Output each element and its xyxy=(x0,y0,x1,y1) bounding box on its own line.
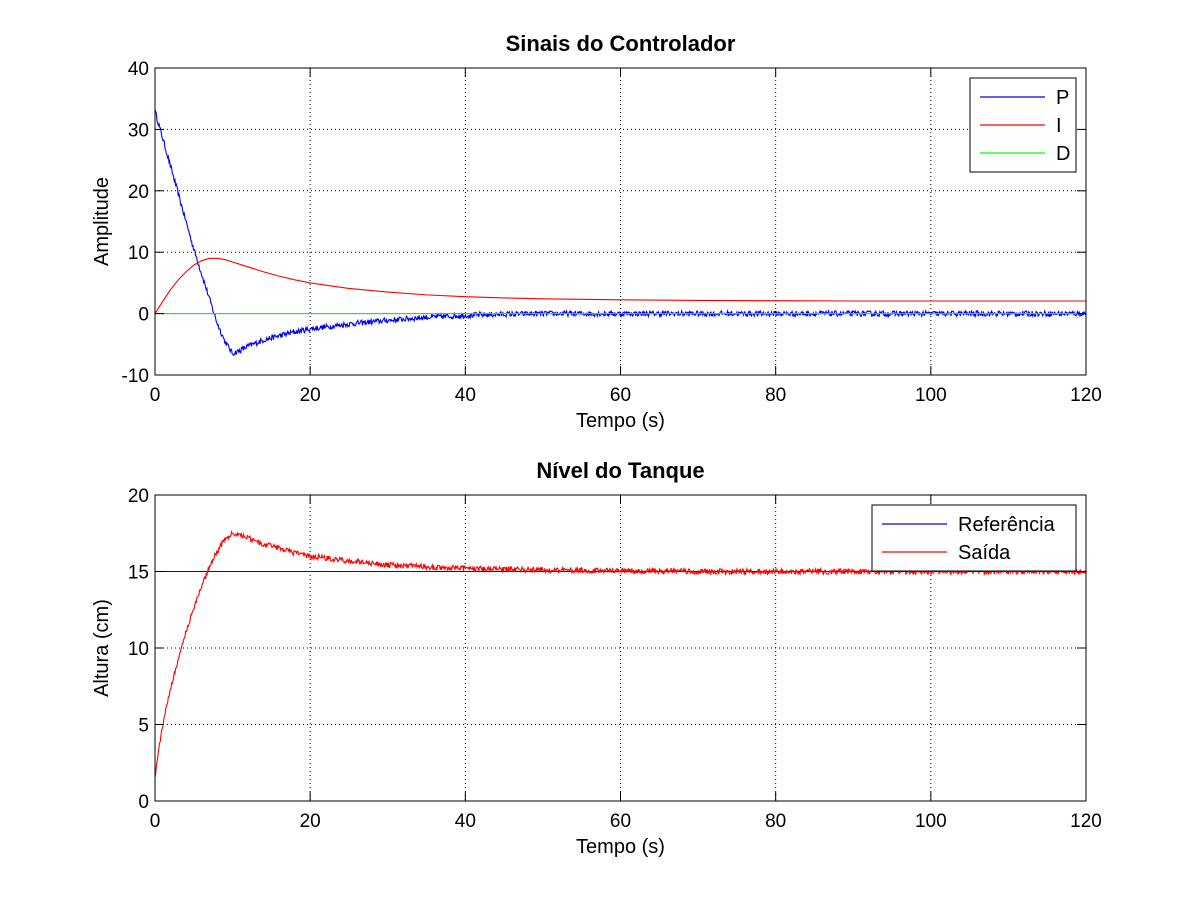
plot-area xyxy=(155,68,1086,375)
x-tick-label: 20 xyxy=(300,811,321,832)
x-tick-label: 0 xyxy=(150,385,161,406)
y-axis-label: Amplitude xyxy=(91,177,113,266)
x-tick-label: 80 xyxy=(765,811,786,832)
x-tick-label: 40 xyxy=(455,811,476,832)
x-tick-label: 120 xyxy=(1070,811,1102,832)
chart-title: Sinais do Controlador xyxy=(506,31,736,56)
y-tick-label: 5 xyxy=(138,716,149,737)
y-tick-label: 10 xyxy=(128,243,149,264)
y-tick-label: 40 xyxy=(128,59,149,80)
y-tick-label: 0 xyxy=(138,305,149,326)
y-tick-label: 10 xyxy=(128,639,149,660)
legend-box xyxy=(871,504,1077,572)
x-tick-label: 100 xyxy=(915,811,947,832)
chart-title: Nível do Tanque xyxy=(536,458,704,483)
x-tick-label: 20 xyxy=(300,385,321,406)
x-tick-label: 40 xyxy=(455,385,476,406)
y-tick-label: 20 xyxy=(128,182,149,203)
y-tick-label: -10 xyxy=(122,366,149,387)
x-tick-label: 100 xyxy=(915,385,947,406)
legend-label: Saída xyxy=(958,542,1011,564)
x-tick-label: 0 xyxy=(150,811,161,832)
x-tick-label: 60 xyxy=(610,811,631,832)
x-tick-label: 60 xyxy=(610,385,631,406)
x-axis-label: Tempo (s) xyxy=(576,410,665,432)
x-tick-label: 120 xyxy=(1070,385,1102,406)
y-tick-label: 0 xyxy=(138,792,149,813)
y-axis-label: Altura (cm) xyxy=(91,599,113,697)
y-tick-label: 20 xyxy=(128,486,149,507)
x-tick-label: 80 xyxy=(765,385,786,406)
y-tick-label: 30 xyxy=(128,120,149,141)
legend-label: D xyxy=(1056,143,1070,165)
legend-label: I xyxy=(1056,115,1062,137)
y-tick-label: 15 xyxy=(128,563,149,584)
legend-label: P xyxy=(1056,87,1069,109)
legend-label: Referência xyxy=(958,514,1056,536)
series-line-2 xyxy=(154,530,1087,778)
x-axis-label: Tempo (s) xyxy=(576,836,665,858)
tank-level-chart: 0 20 40 60 80 100 120 0 5 10 15 20 Nível do Tanque Te… xyxy=(91,458,1102,858)
series-line-2 xyxy=(154,257,1086,314)
